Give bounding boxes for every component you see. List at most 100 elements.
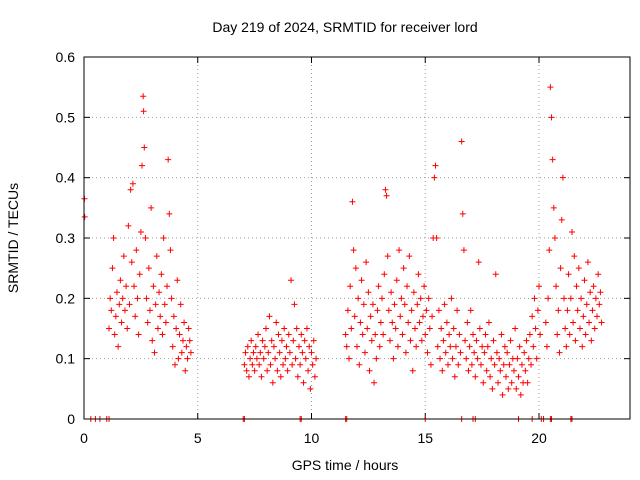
- data-point: [385, 307, 392, 314]
- data-point: [132, 313, 139, 320]
- data-point: [258, 373, 265, 380]
- data-point: [587, 289, 594, 296]
- data-point: [376, 343, 383, 350]
- x-axis-label: GPS time / hours: [292, 457, 399, 473]
- data-point: [124, 325, 131, 332]
- data-point: [303, 325, 310, 332]
- data-point: [355, 295, 362, 302]
- x-tick-label: 15: [417, 430, 433, 446]
- data-point: [488, 355, 495, 362]
- data-point: [571, 253, 578, 260]
- data-point: [369, 301, 376, 308]
- data-point: [109, 265, 116, 272]
- data-point: [146, 307, 153, 314]
- data-point: [311, 373, 318, 380]
- data-point: [310, 337, 317, 344]
- data-point: [384, 253, 391, 260]
- chart-title: Day 219 of 2024, SRMTID for receiver lor…: [212, 19, 477, 35]
- x-tick-label: 0: [80, 430, 88, 446]
- data-point: [537, 331, 544, 338]
- data-point: [400, 265, 407, 272]
- data-point: [265, 349, 272, 356]
- data-point: [439, 367, 446, 374]
- data-point: [586, 319, 593, 326]
- data-point: [508, 379, 515, 386]
- data-point: [523, 337, 530, 344]
- data-point: [591, 325, 598, 332]
- data-point: [518, 361, 525, 368]
- data-point: [256, 361, 263, 368]
- data-point: [260, 355, 267, 362]
- data-point: [418, 337, 425, 344]
- data-point: [136, 271, 143, 278]
- data-point: [471, 349, 478, 356]
- x-tick-label: 5: [194, 430, 202, 446]
- data-point: [259, 337, 266, 344]
- data-point: [573, 283, 580, 290]
- data-point: [348, 325, 355, 332]
- data-point: [421, 283, 428, 290]
- data-point: [264, 367, 271, 374]
- data-point: [581, 277, 588, 284]
- data-point: [174, 277, 181, 284]
- data-point: [257, 349, 264, 356]
- data-point: [368, 337, 375, 344]
- data-point: [555, 307, 562, 314]
- data-point: [394, 343, 401, 350]
- data-point: [159, 331, 166, 338]
- data-point: [432, 162, 439, 169]
- data-point: [364, 325, 371, 332]
- data-point: [530, 343, 537, 350]
- data-point: [406, 253, 413, 260]
- data-point: [553, 283, 560, 290]
- data-point: [366, 367, 373, 374]
- data-point: [513, 385, 520, 392]
- data-point: [125, 222, 132, 229]
- data-point: [423, 307, 430, 314]
- data-point: [529, 313, 536, 320]
- data-point: [382, 186, 389, 193]
- data-point: [554, 331, 561, 338]
- data-point: [261, 343, 268, 350]
- data-point: [121, 307, 128, 314]
- data-point: [392, 325, 399, 332]
- data-point: [422, 331, 429, 338]
- data-point: [386, 337, 393, 344]
- data-point: [286, 349, 293, 356]
- y-tick-label: 0: [67, 411, 75, 427]
- data-point: [467, 307, 474, 314]
- data-point: [107, 295, 114, 302]
- data-point: [342, 331, 349, 338]
- data-point: [450, 325, 457, 332]
- data-point: [165, 156, 172, 163]
- data-point: [474, 355, 481, 362]
- data-point: [118, 319, 125, 326]
- data-point: [247, 355, 254, 362]
- data-point: [562, 325, 569, 332]
- data-point: [289, 361, 296, 368]
- data-point: [140, 93, 147, 100]
- data-point: [273, 319, 280, 326]
- data-point: [137, 228, 144, 235]
- data-point: [356, 361, 363, 368]
- data-point: [352, 265, 359, 272]
- data-point: [405, 319, 412, 326]
- data-point: [263, 325, 269, 332]
- data-point: [120, 253, 127, 260]
- data-point: [113, 289, 120, 296]
- data-point: [481, 349, 488, 356]
- data-point: [522, 367, 529, 374]
- data-point: [268, 337, 275, 344]
- data-point: [145, 265, 152, 272]
- data-point: [448, 295, 455, 302]
- data-point: [299, 349, 306, 356]
- data-point: [429, 313, 436, 320]
- data-point: [288, 277, 295, 284]
- data-point: [153, 253, 160, 260]
- data-point: [110, 235, 117, 241]
- data-point: [491, 361, 498, 368]
- data-point: [115, 343, 122, 350]
- data-point: [112, 313, 119, 320]
- data-point: [374, 307, 381, 314]
- data-point: [158, 271, 165, 278]
